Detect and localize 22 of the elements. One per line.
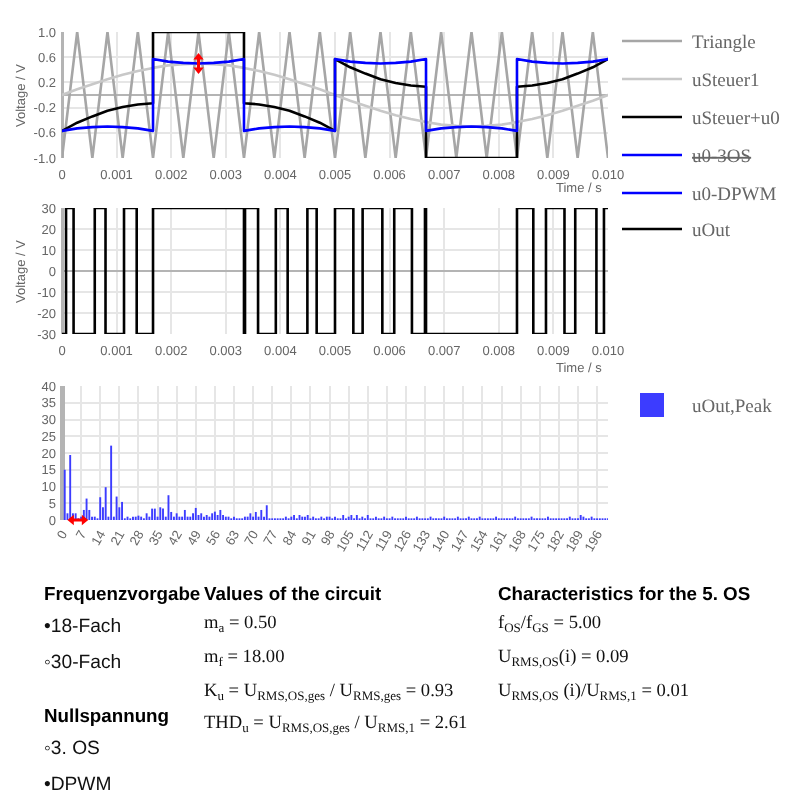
legend-label: Triangle [692, 34, 756, 55]
text: U$_{RMS,OS}$ (i)/U$_{RMS,1}$ = 0.01 [498, 682, 690, 704]
text: Nullspannung [44, 704, 170, 726]
text: •DPWM [44, 774, 112, 796]
legend-label: u0-DPWM [692, 186, 777, 207]
text: THD$_{u}$ = U$_{RMS,OS,ges}$ / U$_{RMS,1}$ = 2.61 [204, 714, 469, 736]
text: •18-Fach [44, 616, 122, 638]
text: Characteristics for the 5. OS [498, 582, 751, 604]
legend-label: uOut,Peak [692, 398, 773, 419]
text: ◦3. OS [44, 738, 100, 760]
text: f$_{OS}$/f$_{GS}$ = 5.00 [498, 614, 602, 636]
text: U$_{RMS,OS}$(i) = 0.09 [498, 648, 630, 670]
text: K$_{u}$ = U$_{RMS,OS,ges}$ / U$_{RMS,ges}$ = 0.93 [204, 682, 455, 704]
legend-label: u0-3OS [692, 148, 752, 169]
legend-label: uSteuer+u0 [692, 110, 780, 131]
text: m$_{a}$ = 0.50 [204, 614, 278, 636]
text: uOut [692, 222, 731, 243]
legend-label: uSteuer1 [692, 72, 760, 93]
text: m$_{f}$ = 18.00 [204, 648, 286, 670]
text: ◦30-Fach [44, 652, 122, 674]
text: Frequenzvorgabe [44, 582, 201, 604]
text: Values of the circuit [204, 582, 382, 604]
